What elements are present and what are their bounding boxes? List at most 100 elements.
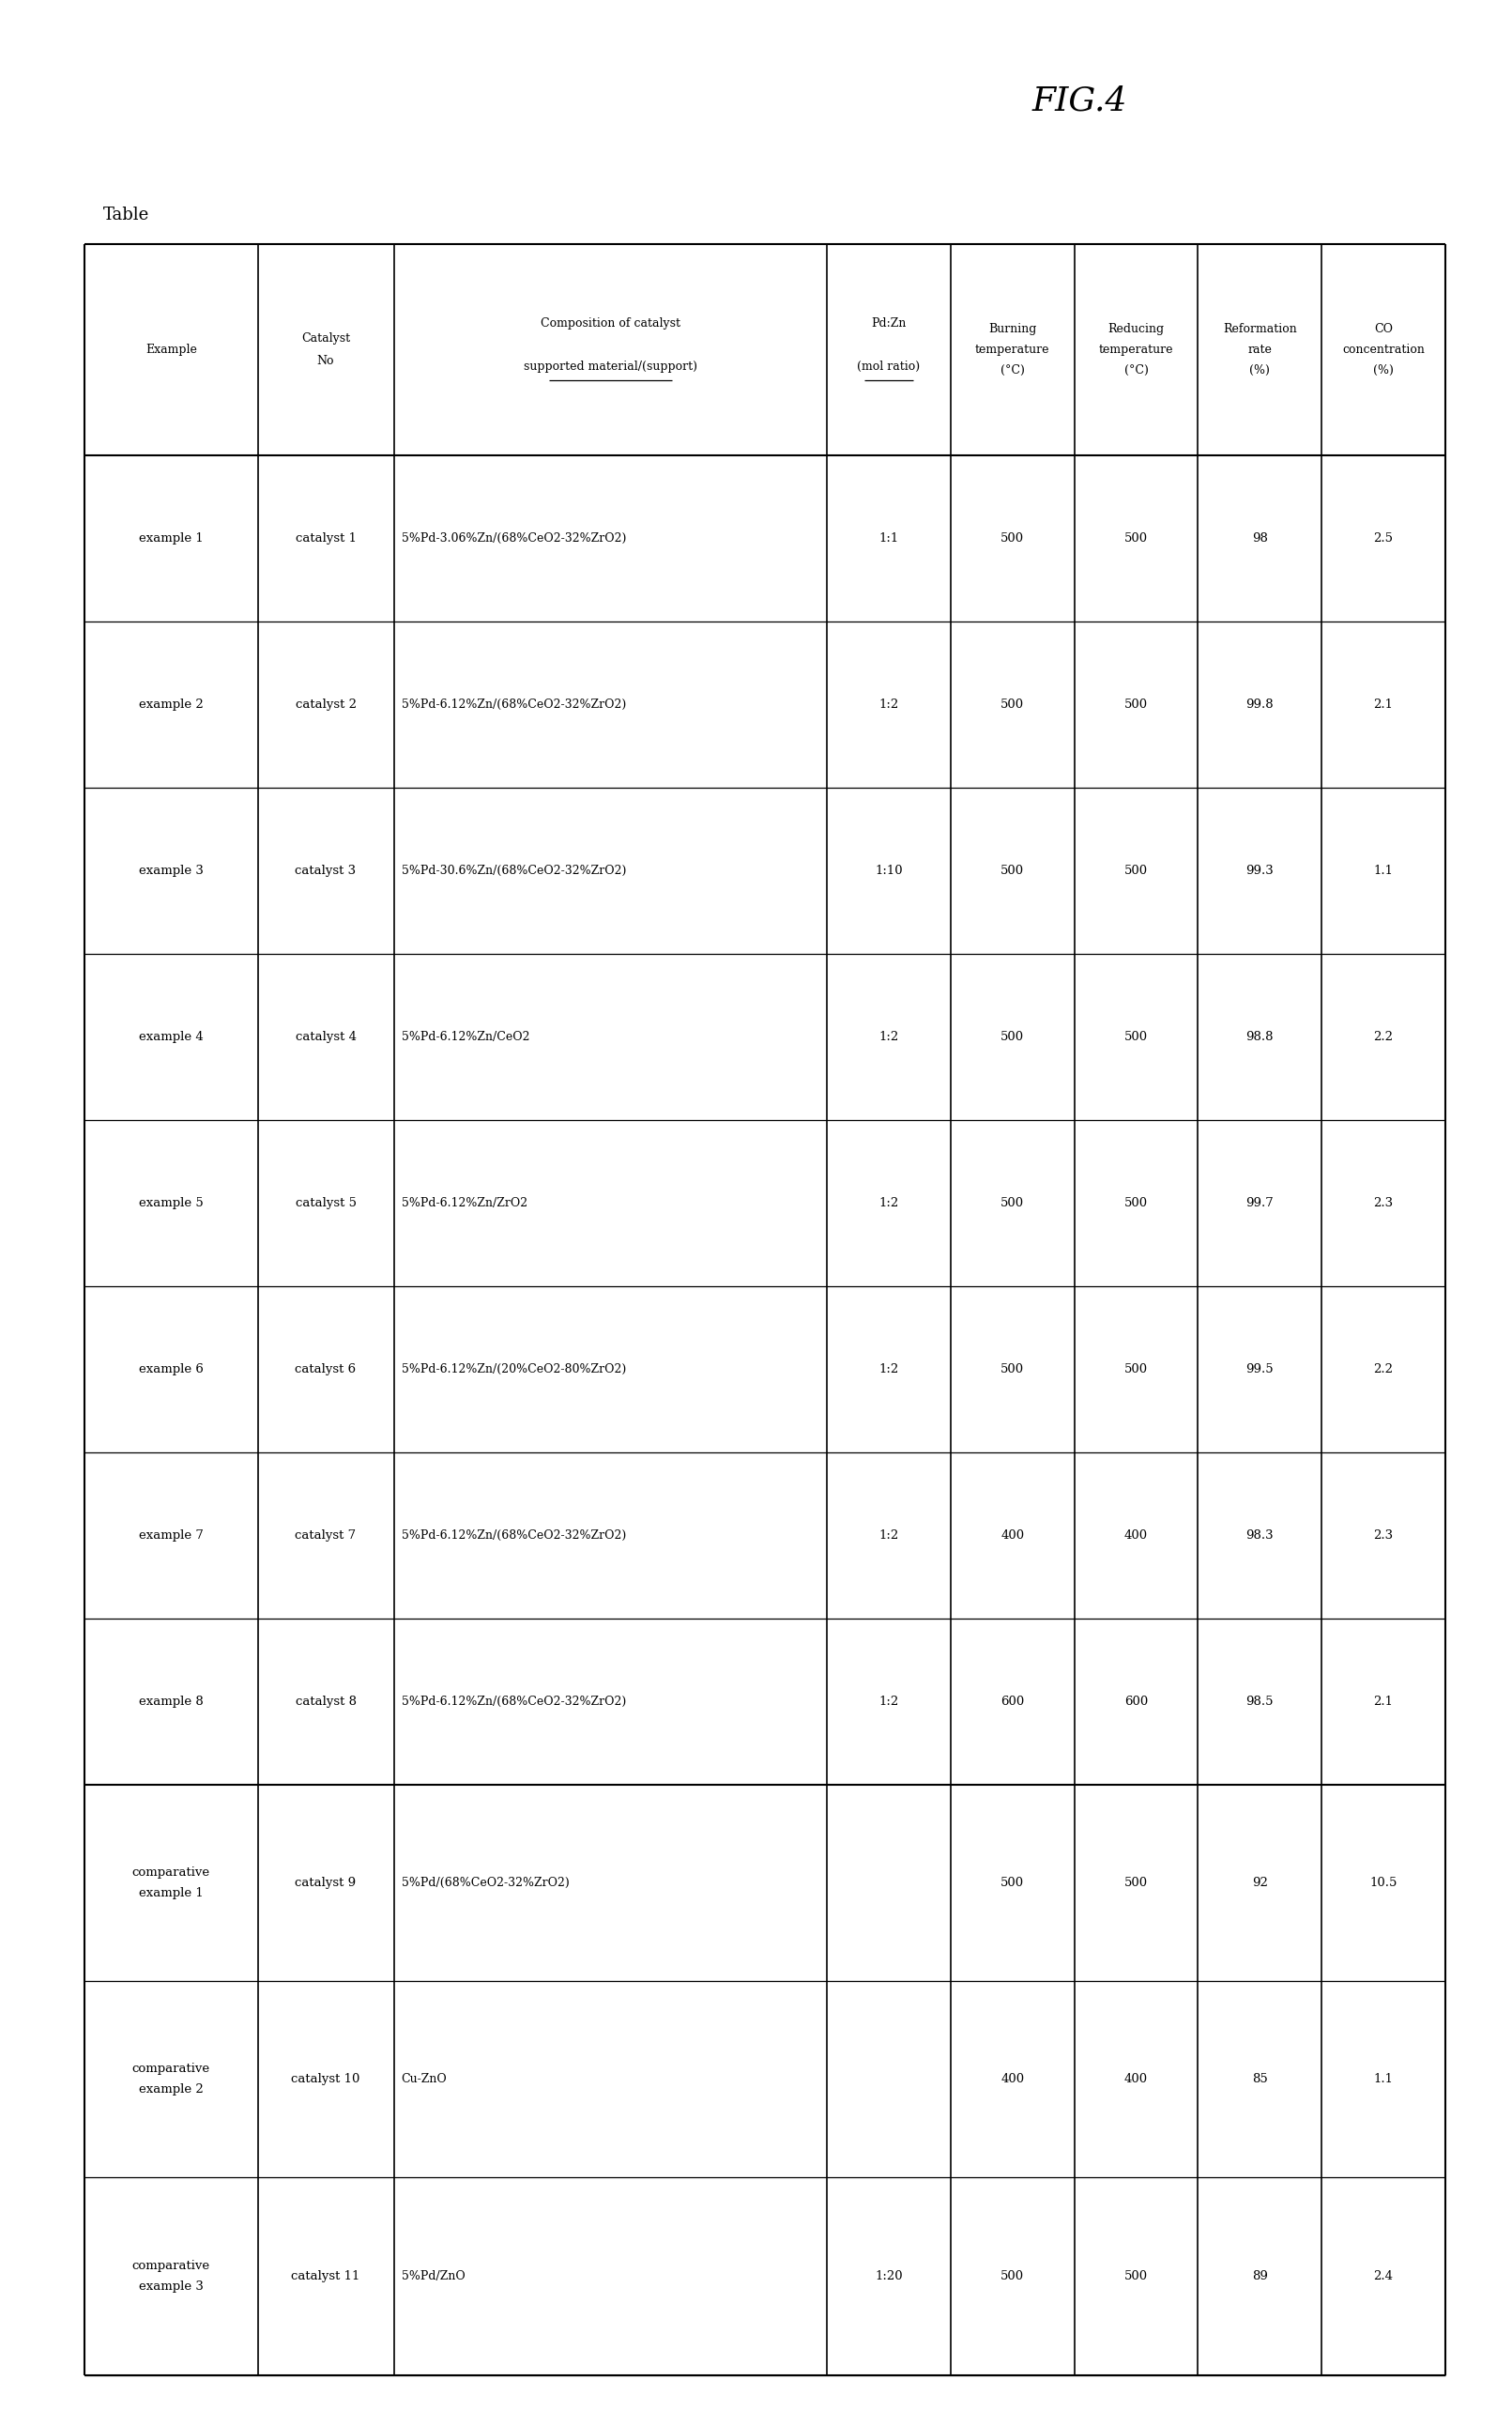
- Text: 500: 500: [1001, 1196, 1024, 1208]
- Text: catalyst 10: catalyst 10: [292, 2072, 360, 2086]
- Text: 1:2: 1:2: [878, 1363, 898, 1376]
- Text: example 2: example 2: [139, 699, 203, 711]
- Text: 2.2: 2.2: [1373, 1031, 1394, 1043]
- Text: comparative: comparative: [132, 1866, 210, 1878]
- Text: 400: 400: [1001, 2072, 1024, 2086]
- Text: example 3: example 3: [139, 864, 204, 876]
- Text: 500: 500: [1001, 2271, 1024, 2283]
- Text: catalyst 6: catalyst 6: [295, 1363, 357, 1376]
- Text: 5%Pd-30.6%Zn/(68%CeO2-32%ZrO2): 5%Pd-30.6%Zn/(68%CeO2-32%ZrO2): [401, 864, 626, 876]
- Text: 1.1: 1.1: [1373, 2072, 1394, 2086]
- Text: example 1: example 1: [139, 531, 203, 543]
- Text: 5%Pd-6.12%Zn/(68%CeO2-32%ZrO2): 5%Pd-6.12%Zn/(68%CeO2-32%ZrO2): [401, 1696, 626, 1708]
- Text: 500: 500: [1001, 1878, 1024, 1890]
- Text: 98: 98: [1252, 531, 1267, 543]
- Text: (°C): (°C): [1001, 364, 1025, 376]
- Text: 500: 500: [1125, 1031, 1148, 1043]
- Text: temperature: temperature: [1099, 344, 1173, 357]
- Text: 500: 500: [1125, 1196, 1148, 1208]
- Text: example 5: example 5: [139, 1196, 203, 1208]
- Text: (mol ratio): (mol ratio): [857, 361, 921, 374]
- Text: 10.5: 10.5: [1370, 1878, 1397, 1890]
- Text: 85: 85: [1252, 2072, 1267, 2086]
- Text: 400: 400: [1001, 1528, 1024, 1541]
- Text: 2.4: 2.4: [1373, 2271, 1394, 2283]
- Text: 600: 600: [1125, 1696, 1148, 1708]
- Text: rate: rate: [1247, 344, 1272, 357]
- Text: 500: 500: [1125, 1878, 1148, 1890]
- Text: temperature: temperature: [975, 344, 1049, 357]
- Text: 5%Pd-6.12%Zn/(68%CeO2-32%ZrO2): 5%Pd-6.12%Zn/(68%CeO2-32%ZrO2): [401, 699, 626, 711]
- Text: catalyst 1: catalyst 1: [295, 531, 357, 543]
- Text: CO: CO: [1374, 323, 1393, 335]
- Text: Pd:Zn: Pd:Zn: [871, 318, 906, 330]
- Text: catalyst 7: catalyst 7: [295, 1528, 357, 1541]
- Text: 600: 600: [1001, 1696, 1024, 1708]
- Text: catalyst 3: catalyst 3: [295, 864, 357, 876]
- Text: (%): (%): [1373, 364, 1394, 376]
- Text: Catalyst: Catalyst: [301, 332, 351, 344]
- Text: FIG.4: FIG.4: [1031, 85, 1126, 116]
- Text: 1:1: 1:1: [878, 531, 898, 543]
- Text: 2.2: 2.2: [1373, 1363, 1394, 1376]
- Text: No: No: [318, 354, 334, 366]
- Text: 99.3: 99.3: [1246, 864, 1273, 876]
- Text: Burning: Burning: [989, 323, 1036, 335]
- Text: catalyst 5: catalyst 5: [295, 1196, 357, 1208]
- Text: comparative: comparative: [132, 2261, 210, 2273]
- Text: 2.1: 2.1: [1373, 1696, 1394, 1708]
- Text: 2.3: 2.3: [1373, 1196, 1394, 1208]
- Text: 500: 500: [1001, 1031, 1024, 1043]
- Text: 1:2: 1:2: [878, 1196, 898, 1208]
- Text: 98.5: 98.5: [1246, 1696, 1273, 1708]
- Text: catalyst 9: catalyst 9: [295, 1878, 357, 1890]
- Text: 98.8: 98.8: [1246, 1031, 1273, 1043]
- Text: 5%Pd-6.12%Zn/ZrO2: 5%Pd-6.12%Zn/ZrO2: [401, 1196, 528, 1208]
- Text: 2.3: 2.3: [1373, 1528, 1394, 1541]
- Text: example 1: example 1: [139, 1887, 203, 1900]
- Text: Table: Table: [103, 206, 150, 223]
- Text: example 2: example 2: [139, 2084, 203, 2096]
- Text: 500: 500: [1001, 531, 1024, 543]
- Text: 500: 500: [1001, 1363, 1024, 1376]
- Text: 2.5: 2.5: [1373, 531, 1394, 543]
- Text: example 4: example 4: [139, 1031, 203, 1043]
- Text: catalyst 2: catalyst 2: [295, 699, 357, 711]
- Text: 1:2: 1:2: [878, 699, 898, 711]
- Text: Composition of catalyst: Composition of catalyst: [540, 318, 680, 330]
- Text: (%): (%): [1249, 364, 1270, 376]
- Text: 5%Pd/(68%CeO2-32%ZrO2): 5%Pd/(68%CeO2-32%ZrO2): [401, 1878, 569, 1890]
- Text: 500: 500: [1001, 864, 1024, 876]
- Text: 1:2: 1:2: [878, 1031, 898, 1043]
- Text: catalyst 8: catalyst 8: [295, 1696, 357, 1708]
- Text: 500: 500: [1125, 1363, 1148, 1376]
- Text: 98.3: 98.3: [1246, 1528, 1273, 1541]
- Text: 1:20: 1:20: [875, 2271, 903, 2283]
- Text: 5%Pd/ZnO: 5%Pd/ZnO: [401, 2271, 464, 2283]
- Text: Example: Example: [145, 344, 197, 357]
- Text: 5%Pd-6.12%Zn/(68%CeO2-32%ZrO2): 5%Pd-6.12%Zn/(68%CeO2-32%ZrO2): [401, 1528, 626, 1541]
- Text: 500: 500: [1125, 864, 1148, 876]
- Text: comparative: comparative: [132, 2062, 210, 2074]
- Text: 99.7: 99.7: [1246, 1196, 1273, 1208]
- Text: Reducing: Reducing: [1108, 323, 1164, 335]
- Text: 5%Pd-6.12%Zn/CeO2: 5%Pd-6.12%Zn/CeO2: [401, 1031, 529, 1043]
- Text: example 6: example 6: [139, 1363, 204, 1376]
- Text: concentration: concentration: [1343, 344, 1424, 357]
- Text: 400: 400: [1125, 1528, 1148, 1541]
- Text: supported material/(support): supported material/(support): [523, 361, 697, 374]
- Text: 1.1: 1.1: [1373, 864, 1394, 876]
- Text: example 3: example 3: [139, 2280, 204, 2293]
- Text: 89: 89: [1252, 2271, 1267, 2283]
- Text: 500: 500: [1125, 699, 1148, 711]
- Text: 92: 92: [1252, 1878, 1267, 1890]
- Text: 1:2: 1:2: [878, 1696, 898, 1708]
- Text: 2.1: 2.1: [1373, 699, 1394, 711]
- Text: (°C): (°C): [1123, 364, 1148, 376]
- Text: Cu-ZnO: Cu-ZnO: [401, 2072, 448, 2086]
- Text: Reformation: Reformation: [1223, 323, 1297, 335]
- Text: 99.8: 99.8: [1246, 699, 1273, 711]
- Text: example 7: example 7: [139, 1528, 204, 1541]
- Text: catalyst 4: catalyst 4: [295, 1031, 357, 1043]
- Text: 99.5: 99.5: [1246, 1363, 1273, 1376]
